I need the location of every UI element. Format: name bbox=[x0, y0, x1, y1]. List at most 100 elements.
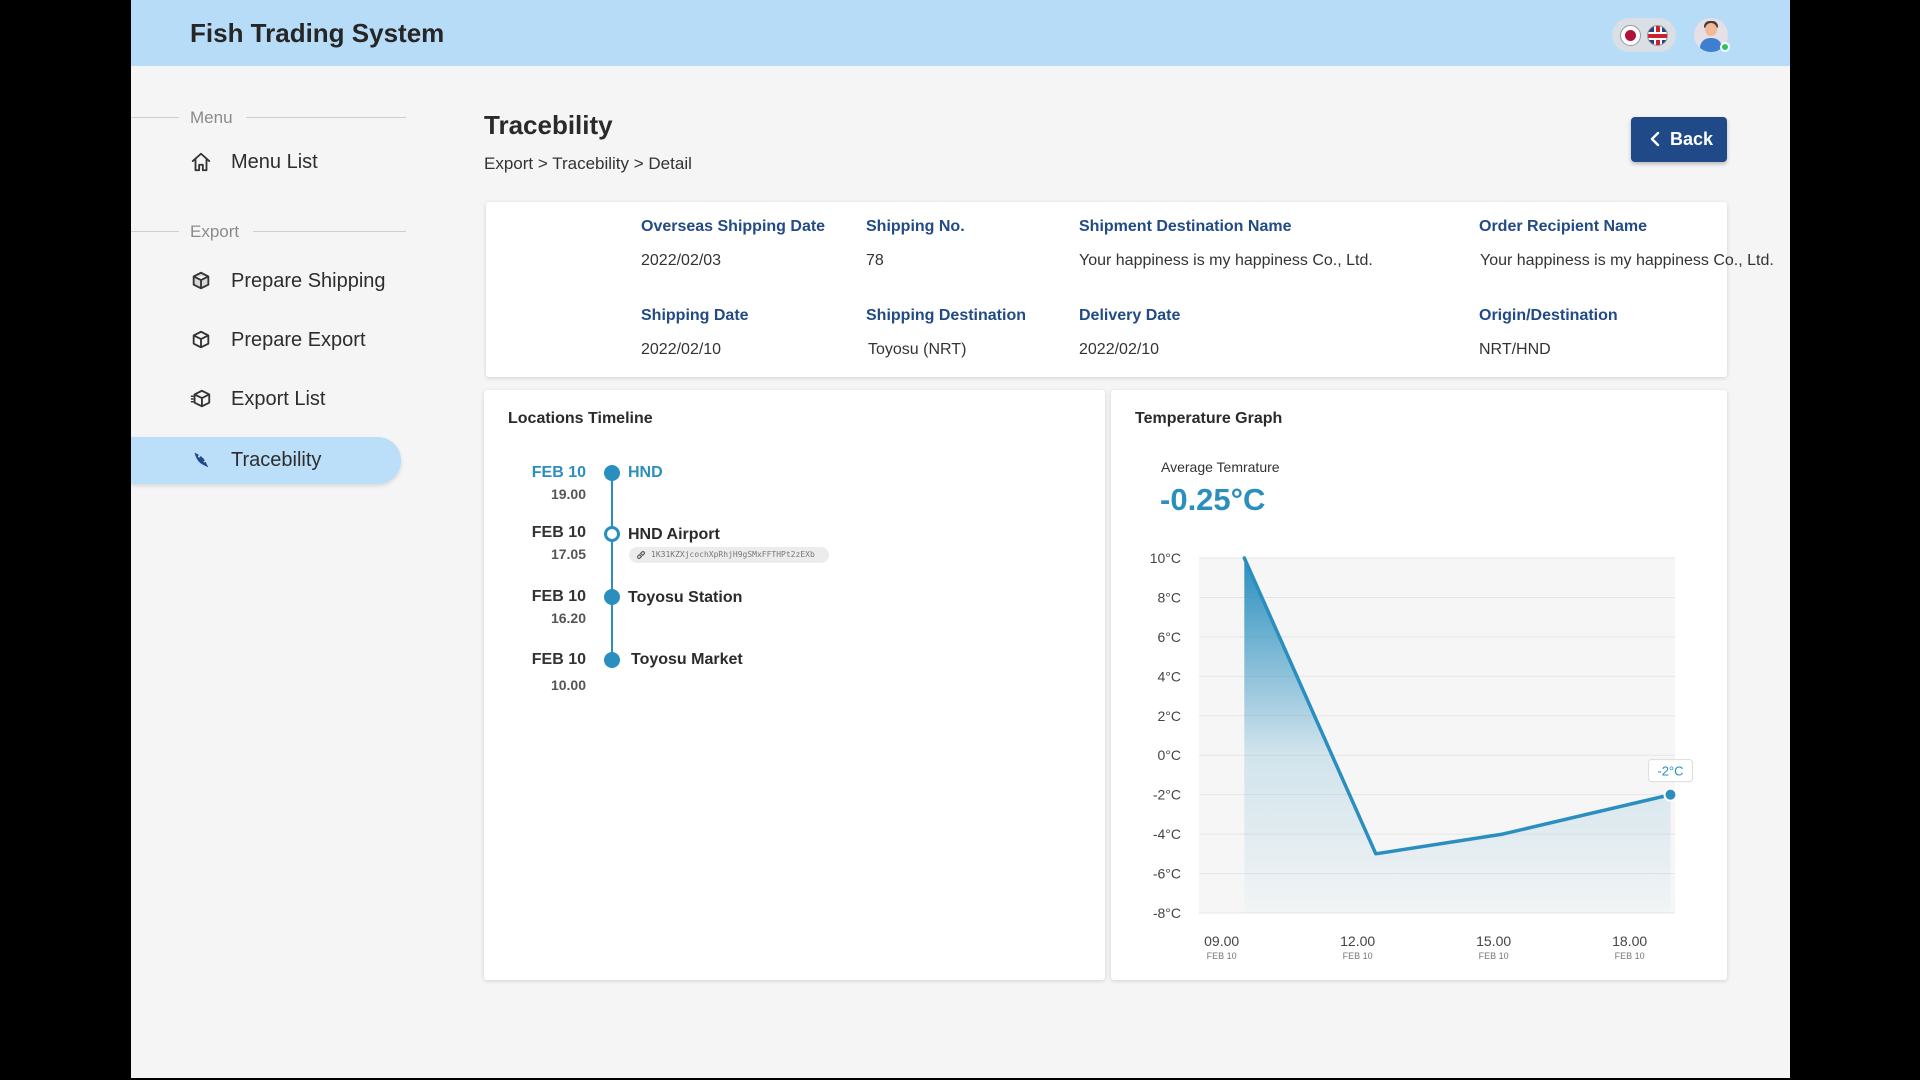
y-tick-label: 2°C bbox=[1158, 708, 1182, 724]
divider bbox=[131, 231, 179, 232]
sidebar-item-label: Prepare Shipping bbox=[231, 270, 386, 292]
origin-destination-value: NRT/HND bbox=[1479, 341, 1551, 358]
temperature-line bbox=[1242, 556, 1673, 856]
avatar-head bbox=[1705, 23, 1717, 36]
avatar-body bbox=[1700, 38, 1722, 52]
delivery-date-label: Delivery Date bbox=[1079, 307, 1181, 324]
average-temperature-label: Average Temrature bbox=[1161, 459, 1280, 475]
menu-section-label: Menu bbox=[190, 108, 233, 127]
sidebar-item-prepare-shipping[interactable]: Prepare Shipping bbox=[131, 258, 401, 305]
y-tick-label: -6°C bbox=[1153, 866, 1181, 882]
shipping-date-value: 2022/02/10 bbox=[641, 341, 722, 358]
uk-flag-icon[interactable] bbox=[1647, 25, 1668, 46]
transaction-hash-chip[interactable]: 1K31KZXjcochXpRhjH9gSMxFFTHPt2zEXb bbox=[629, 547, 829, 563]
temperature-chart: 10°C 8°C 6°C 4°C 2°C 0°C -2°C -4°C -6°C -8°C 09.00… bbox=[1150, 550, 1693, 961]
menu-section-header: Menu bbox=[131, 106, 406, 130]
order-recipient-name-label: Order Recipient Name bbox=[1479, 218, 1648, 235]
transaction-hash: 1K31KZXjcochXpRhjH9gSMxFFTHPt2zEXb bbox=[651, 550, 815, 559]
timeline-date: FEB 10 bbox=[531, 464, 586, 481]
sidebar-item-export-list[interactable]: Export List bbox=[131, 376, 401, 423]
timeline-place: Toyosu Market bbox=[631, 651, 743, 668]
y-tick-label: 0°C bbox=[1158, 747, 1182, 763]
japan-flag-icon[interactable] bbox=[1620, 25, 1641, 46]
shipping-date-label: Shipping Date bbox=[641, 307, 749, 324]
x-tick-sublabel: FEB 10 bbox=[1343, 951, 1373, 961]
fish-icon bbox=[194, 452, 209, 468]
timeline-time: 19.00 bbox=[550, 486, 586, 502]
page-title: Tracebility bbox=[484, 110, 613, 140]
overseas-shipping-date-value: 2022/02/03 bbox=[641, 252, 722, 269]
locations-timeline-card: Locations Timeline FEB 10 19.00 HND FEB … bbox=[484, 390, 1105, 980]
shipment-destination-name-value: Your happiness is my happiness Co., Ltd. bbox=[1079, 252, 1373, 269]
overseas-shipping-date-label: Overseas Shipping Date bbox=[641, 218, 826, 235]
online-status-dot bbox=[1720, 42, 1730, 52]
sidebar-item-tracebility[interactable]: Tracebility bbox=[131, 437, 401, 484]
sidebar-item-label: Export List bbox=[231, 388, 326, 410]
x-tick-sublabel: FEB 10 bbox=[1207, 951, 1237, 961]
timeline-date: FEB 10 bbox=[531, 588, 586, 605]
breadcrumb: Export > Tracebility > Detail bbox=[484, 154, 692, 173]
avatar[interactable] bbox=[1694, 18, 1728, 52]
link-icon bbox=[637, 551, 645, 559]
order-recipient-name-value: Your happiness is my happiness Co., Ltd. bbox=[1480, 252, 1774, 269]
sidebar: Menu Menu List Export Prepare Shipping P… bbox=[131, 66, 406, 1078]
shipment-info-card: Overseas Shipping Date 2022/02/03 Shippi… bbox=[486, 202, 1774, 377]
x-tick-label: 15.00 bbox=[1476, 933, 1511, 949]
sidebar-item-label: Menu List bbox=[231, 151, 318, 173]
y-tick-label: 10°C bbox=[1150, 550, 1181, 566]
y-tick-label: 8°C bbox=[1158, 589, 1182, 605]
y-tick-label: 4°C bbox=[1158, 668, 1182, 684]
x-tick-label: 12.00 bbox=[1340, 933, 1375, 949]
top-header: Fish Trading System bbox=[131, 0, 1790, 66]
value-tooltip bbox=[1647, 759, 1693, 783]
timeline-date: FEB 10 bbox=[531, 651, 586, 668]
x-tick-sublabel: FEB 10 bbox=[1615, 951, 1645, 961]
y-tick-label: -4°C bbox=[1153, 826, 1181, 842]
timeline-place: HND Airport bbox=[628, 526, 720, 543]
timeline-place: HND bbox=[628, 464, 663, 481]
timeline-line bbox=[611, 473, 613, 659]
home-icon bbox=[191, 152, 211, 172]
divider bbox=[246, 117, 406, 118]
timeline-time: 16.20 bbox=[550, 610, 586, 626]
shipping-no-label: Shipping No. bbox=[866, 218, 965, 235]
y-tick-label: -8°C bbox=[1153, 905, 1181, 921]
timeline-dot bbox=[604, 589, 620, 605]
sidebar-item-label: Prepare Export bbox=[231, 329, 366, 351]
y-tick-label: -2°C bbox=[1153, 787, 1181, 803]
last-value-point bbox=[1663, 787, 1678, 802]
shipping-destination-label: Shipping Destination bbox=[866, 307, 1026, 324]
graph-title: Temperature Graph bbox=[1135, 410, 1283, 427]
sidebar-item-prepare-export[interactable]: Prepare Export bbox=[131, 317, 401, 364]
chevron-left-icon bbox=[1650, 131, 1660, 147]
value-tooltip-label: -2°C bbox=[1657, 764, 1683, 779]
timeline-dot bbox=[604, 465, 620, 481]
box-icon bbox=[192, 330, 210, 349]
export-section-header: Export bbox=[131, 220, 406, 244]
temperature-area bbox=[1244, 558, 1671, 913]
export-section-label: Export bbox=[190, 222, 240, 241]
timeline-dot-current bbox=[604, 526, 620, 542]
box-icon bbox=[192, 271, 210, 290]
sidebar-item-menu-list[interactable]: Menu List bbox=[131, 139, 401, 186]
app-title: Fish Trading System bbox=[190, 18, 445, 48]
shipping-destination-value: Toyosu (NRT) bbox=[868, 341, 967, 358]
language-toggle[interactable] bbox=[1612, 18, 1676, 52]
x-tick-sublabel: FEB 10 bbox=[1479, 951, 1509, 961]
average-temperature-value: -0.25°C bbox=[1160, 482, 1266, 517]
timeline-date: FEB 10 bbox=[531, 524, 586, 541]
divider bbox=[253, 231, 406, 232]
origin-destination-label: Origin/Destination bbox=[1479, 307, 1618, 324]
back-button[interactable]: Back bbox=[1631, 117, 1727, 162]
box-list-icon bbox=[190, 389, 211, 408]
shipping-no-value: 78 bbox=[866, 252, 884, 269]
back-button-label: Back bbox=[1670, 129, 1714, 149]
timeline-time: 10.00 bbox=[550, 677, 586, 693]
timeline-dot bbox=[604, 652, 620, 668]
x-tick-label: 18.00 bbox=[1612, 933, 1647, 949]
divider bbox=[131, 117, 179, 118]
y-tick-label: 6°C bbox=[1158, 629, 1182, 645]
x-tick-label: 09.00 bbox=[1204, 933, 1239, 949]
timeline-place: Toyosu Station bbox=[628, 589, 743, 606]
timeline-title: Locations Timeline bbox=[508, 410, 653, 427]
